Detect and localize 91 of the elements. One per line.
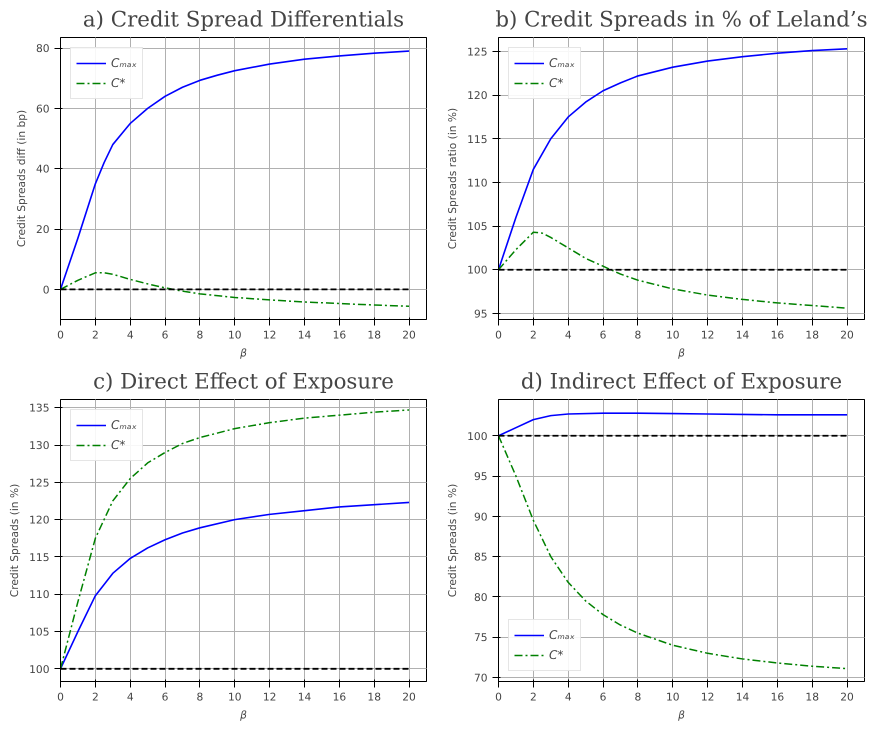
x-tick-label: 10 xyxy=(228,690,242,704)
x-tick-label: 18 xyxy=(805,328,820,342)
y-tick-label: 100 xyxy=(29,662,50,676)
y-axis-title: Credit Spreads (in %) xyxy=(8,484,22,598)
y-tick-label: 115 xyxy=(29,550,50,564)
x-tick-label: 8 xyxy=(634,690,642,704)
y-tick-label: 105 xyxy=(29,626,50,639)
legend-label: Cₘₐₓ xyxy=(111,418,137,432)
x-tick-label: 20 xyxy=(402,328,416,342)
x-tick-label: 2 xyxy=(530,690,537,704)
chart-title: b) Credit Spreads in % of Leland’s xyxy=(495,8,868,32)
x-tick-label: 18 xyxy=(367,328,382,342)
y-tick-label: 100 xyxy=(467,430,488,443)
y-tick-label: 90 xyxy=(474,510,488,524)
x-tick-label: 12 xyxy=(700,328,714,342)
x-tick-label: 6 xyxy=(162,690,169,704)
x-tick-label: 2 xyxy=(92,690,99,704)
y-tick-label: 95 xyxy=(474,307,488,320)
x-tick-label: 4 xyxy=(126,328,134,342)
x-tick-label: 16 xyxy=(332,328,346,342)
legend-label: Cₘₐₓ xyxy=(549,56,575,70)
y-tick-label: 85 xyxy=(474,550,488,564)
y-tick-label: 60 xyxy=(36,102,50,116)
y-tick-label: 120 xyxy=(467,89,488,102)
x-tick-label: 2 xyxy=(530,328,537,342)
chart-title: c) Direct Effect of Exposure xyxy=(93,370,394,394)
y-tick-label: 40 xyxy=(36,162,50,176)
y-tick-label: 120 xyxy=(29,514,50,527)
legend-label: Cₘₐₓ xyxy=(111,56,137,70)
x-tick-label: 12 xyxy=(700,690,714,704)
x-tick-label: 16 xyxy=(770,328,784,342)
y-tick-label: 100 xyxy=(467,264,488,277)
y-tick-label: 125 xyxy=(29,476,50,490)
y-tick-label: 70 xyxy=(474,671,488,684)
x-tick-label: 10 xyxy=(228,328,242,342)
x-tick-label: 12 xyxy=(262,690,276,704)
y-tick-label: 110 xyxy=(29,588,50,602)
legend-label: Cₘₐₓ xyxy=(549,628,575,642)
legend-label: C* xyxy=(111,438,126,452)
x-tick-label: 8 xyxy=(196,328,204,342)
x-tick-label: 0 xyxy=(495,328,502,342)
x-tick-label: 20 xyxy=(840,328,854,342)
x-tick-label: 20 xyxy=(840,690,854,704)
y-tick-label: 95 xyxy=(474,470,488,484)
x-tick-label: 6 xyxy=(600,690,607,704)
y-tick-label: 110 xyxy=(467,176,488,190)
x-tick-label: 6 xyxy=(600,328,607,342)
y-tick-label: 125 xyxy=(467,45,488,58)
x-tick-label: 0 xyxy=(57,328,64,342)
y-tick-label: 105 xyxy=(467,220,488,234)
y-tick-label: 130 xyxy=(29,439,50,452)
legend-label: C* xyxy=(549,76,564,90)
x-axis-title: β xyxy=(677,708,686,722)
x-tick-label: 8 xyxy=(196,690,204,704)
x-tick-label: 8 xyxy=(634,328,642,342)
y-tick-label: 115 xyxy=(467,132,488,146)
x-axis-title: β xyxy=(239,708,248,722)
x-tick-label: 2 xyxy=(92,328,99,342)
y-tick-label: 80 xyxy=(36,42,50,56)
x-tick-label: 14 xyxy=(298,690,312,704)
y-tick-label: 80 xyxy=(474,590,488,604)
y-tick-label: 0 xyxy=(42,283,50,296)
x-tick-label: 16 xyxy=(770,690,784,704)
x-axis-title: β xyxy=(239,346,248,360)
y-tick-label: 135 xyxy=(29,402,50,415)
x-tick-label: 14 xyxy=(736,328,750,342)
chart-title: d) Indirect Effect of Exposure xyxy=(520,370,842,394)
x-tick-label: 18 xyxy=(367,690,382,704)
x-tick-label: 0 xyxy=(495,690,502,704)
legend-label: C* xyxy=(549,648,564,662)
x-tick-label: 16 xyxy=(332,690,346,704)
x-tick-label: 14 xyxy=(736,690,750,704)
x-tick-label: 0 xyxy=(57,690,64,704)
y-axis-title: Credit Spreads (in %) xyxy=(446,484,460,598)
y-tick-label: 75 xyxy=(474,631,488,644)
x-tick-label: 12 xyxy=(262,328,276,342)
x-tick-label: 10 xyxy=(666,328,680,342)
y-axis-title: Credit Spreads ratio (in %) xyxy=(446,108,460,250)
x-tick-label: 4 xyxy=(564,328,572,342)
x-tick-label: 10 xyxy=(666,690,680,704)
x-tick-label: 20 xyxy=(402,690,416,704)
y-tick-label: 20 xyxy=(36,223,50,236)
legend-label: C* xyxy=(111,76,126,90)
x-tick-label: 14 xyxy=(298,328,312,342)
x-tick-label: 6 xyxy=(162,328,169,342)
x-tick-label: 4 xyxy=(126,690,134,704)
y-axis-title: Credit Spreads diff (in bp) xyxy=(14,110,28,248)
x-tick-label: 18 xyxy=(805,690,820,704)
chart-title: a) Credit Spread Differentials xyxy=(82,8,404,32)
x-axis-title: β xyxy=(677,346,686,360)
x-tick-label: 4 xyxy=(564,690,572,704)
